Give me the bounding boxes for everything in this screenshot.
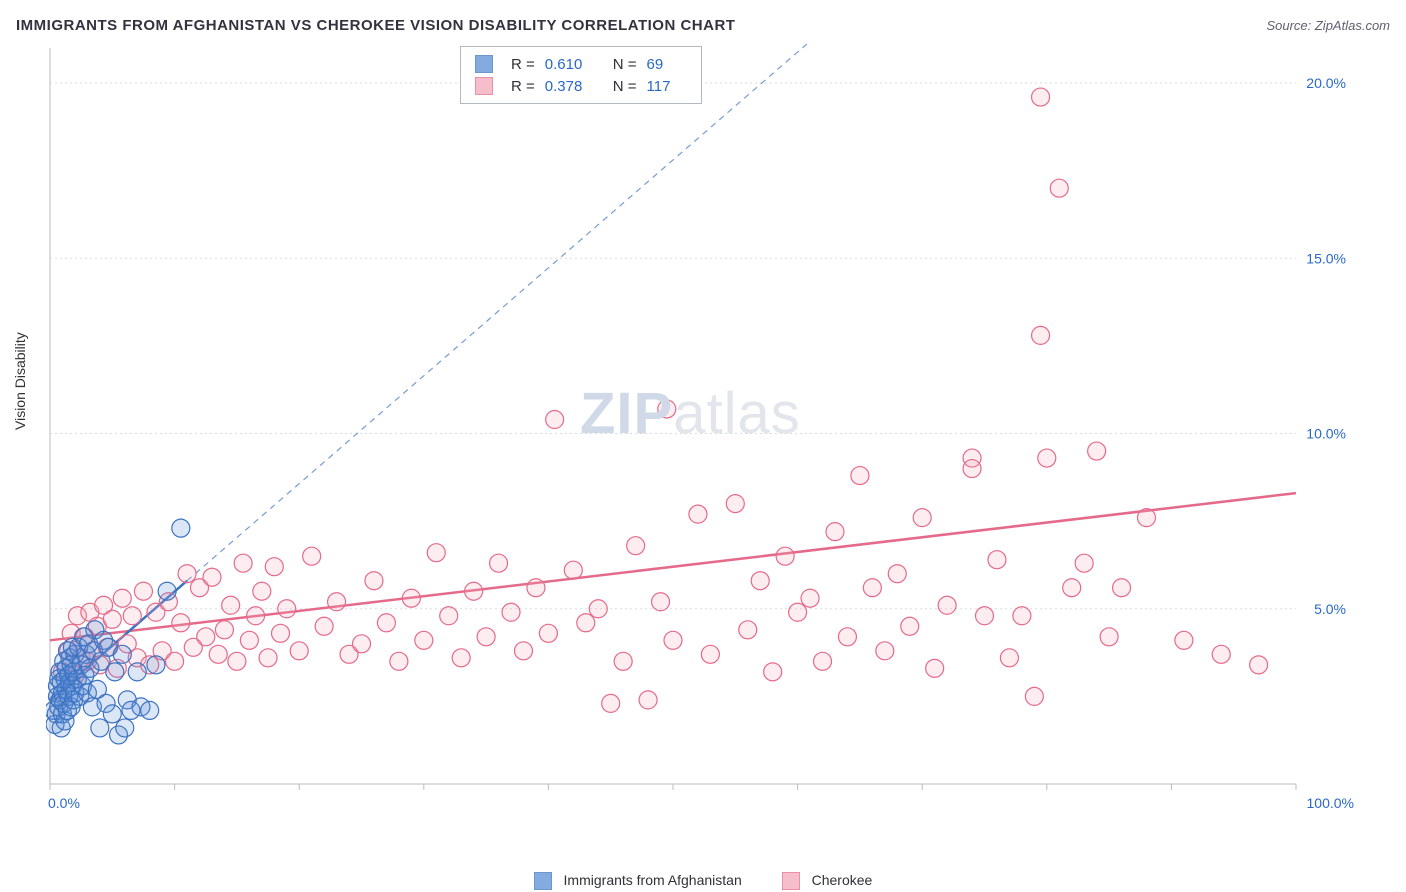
svg-text:15.0%: 15.0% xyxy=(1306,250,1346,266)
r-label: R = xyxy=(511,78,535,95)
r-label: R = xyxy=(511,56,535,73)
n-label: N = xyxy=(613,56,637,73)
chart-source: Source: ZipAtlas.com xyxy=(1266,18,1390,33)
r-value-afghan: 0.610 xyxy=(545,56,603,73)
svg-text:5.0%: 5.0% xyxy=(1314,601,1346,617)
swatch-cherokee xyxy=(475,77,493,95)
legend-label-afghan: Immigrants from Afghanistan xyxy=(564,872,742,888)
stats-row-cherokee: R = 0.378 N = 117 xyxy=(475,75,687,97)
n-label: N = xyxy=(613,78,637,95)
svg-text:20.0%: 20.0% xyxy=(1306,75,1346,91)
stats-row-afghan: R = 0.610 N = 69 xyxy=(475,53,687,75)
y-axis-label: Vision Disability xyxy=(12,332,28,430)
legend-item-afghan: Immigrants from Afghanistan xyxy=(534,872,742,890)
legend-label-cherokee: Cherokee xyxy=(812,872,873,888)
swatch-afghan-bottom xyxy=(534,872,552,890)
n-value-cherokee: 117 xyxy=(647,78,687,95)
svg-text:0.0%: 0.0% xyxy=(48,795,80,811)
legend-item-cherokee: Cherokee xyxy=(782,872,873,890)
swatch-afghan xyxy=(475,55,493,73)
svg-text:100.0%: 100.0% xyxy=(1307,795,1354,811)
plot-area: 5.0% 10.0% 15.0% 20.0% 0.0% 100.0% xyxy=(46,44,1366,824)
bottom-legend: Immigrants from Afghanistan Cherokee xyxy=(0,872,1406,890)
stats-legend-box: R = 0.610 N = 69 R = 0.378 N = 117 xyxy=(460,46,702,104)
r-value-cherokee: 0.378 xyxy=(545,78,603,95)
chart-title: IMMIGRANTS FROM AFGHANISTAN VS CHEROKEE … xyxy=(16,17,735,34)
svg-text:10.0%: 10.0% xyxy=(1306,426,1346,442)
swatch-cherokee-bottom xyxy=(782,872,800,890)
scatter-chart: 5.0% 10.0% 15.0% 20.0% 0.0% 100.0% xyxy=(46,44,1366,824)
n-value-afghan: 69 xyxy=(647,56,687,73)
